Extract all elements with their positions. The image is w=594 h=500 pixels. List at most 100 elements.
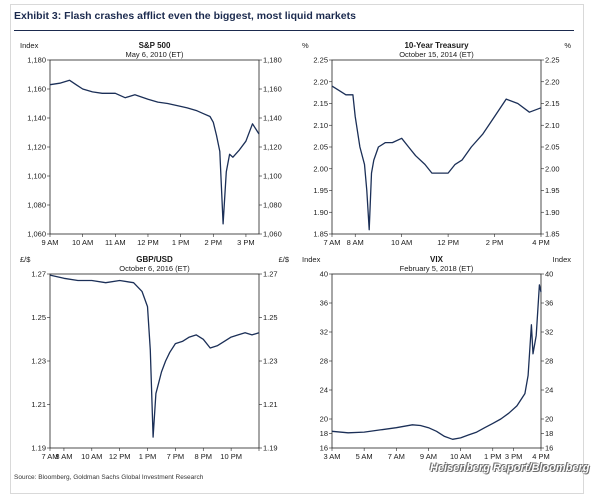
y-tick-label: 1.95	[545, 186, 560, 195]
plot-frame	[49, 59, 260, 235]
y-axis-unit-left: Index	[302, 255, 321, 264]
y-tick-label: 1,120	[263, 143, 282, 152]
x-tick-label: 7 AM	[388, 452, 405, 461]
y-tick-label: 1.23	[31, 357, 46, 366]
x-tick-label: 4 PM	[532, 238, 550, 247]
x-tick-label: 7 AM	[323, 238, 340, 247]
x-tick-label: 10 AM	[81, 452, 102, 461]
y-tick-label: 1.90	[313, 208, 328, 217]
y-tick-label: 2.15	[313, 99, 328, 108]
title-rule	[14, 30, 574, 31]
y-tick-label: 1,120	[27, 143, 46, 152]
y-tick-label: 32	[320, 328, 328, 337]
plot-frame	[331, 273, 542, 449]
y-axis-unit-left: %	[302, 41, 309, 50]
x-tick-label: 10 PM	[220, 452, 242, 461]
chart-subtitle: February 5, 2018 (ET)	[400, 264, 474, 273]
y-tick-label: 32	[545, 328, 553, 337]
y-tick-label: 28	[545, 357, 553, 366]
x-tick-label: 8 PM	[195, 452, 213, 461]
y-tick-label: 16	[545, 444, 553, 453]
x-tick-label: 7 PM	[167, 452, 185, 461]
y-tick-label: 1,060	[263, 230, 282, 239]
chart-title: GBP/USD	[136, 255, 173, 264]
x-tick-label: 12 PM	[137, 238, 159, 247]
x-tick-label: 8 AM	[55, 452, 72, 461]
y-tick-label: 40	[320, 270, 328, 279]
y-tick-label: 18	[320, 429, 328, 438]
y-tick-label: 1,180	[263, 56, 282, 65]
chart-title: 10-Year Treasury	[404, 41, 469, 50]
y-tick-label: 36	[545, 299, 553, 308]
y-axis-unit-left: £/$	[20, 255, 31, 264]
y-tick-label: 1.25	[263, 313, 278, 322]
y-tick-label: 2.00	[545, 164, 560, 173]
y-tick-label: 16	[320, 444, 328, 453]
y-tick-label: 2.20	[545, 77, 560, 86]
y-tick-label: 2.25	[313, 56, 328, 65]
y-tick-label: 1.23	[263, 357, 278, 366]
y-tick-label: 1,060	[27, 230, 46, 239]
y-tick-label: 36	[320, 299, 328, 308]
y-tick-label: 1,100	[27, 172, 46, 181]
series-line	[49, 274, 260, 438]
y-tick-label: 2.20	[313, 77, 328, 86]
x-tick-label: 2 PM	[486, 238, 504, 247]
y-tick-label: 1.19	[31, 444, 46, 453]
y-tick-label: 20	[320, 415, 328, 424]
series-line	[49, 79, 260, 225]
x-tick-label: 4 PM	[532, 452, 550, 461]
chart-frame	[10, 4, 584, 494]
chart-treasury: 10-Year Treasury October 15, 2014 (ET)%% 1…	[298, 38, 575, 250]
y-tick-label: 40	[545, 270, 553, 279]
series-line	[331, 85, 542, 231]
chart-title: VIX	[430, 255, 444, 264]
y-tick-label: 1,100	[263, 172, 282, 181]
x-tick-label: 8 AM	[347, 238, 364, 247]
y-tick-label: 1.19	[263, 444, 278, 453]
x-tick-label: 3 AM	[323, 452, 340, 461]
chart-title: S&P 500	[139, 41, 171, 50]
y-tick-label: 2.10	[545, 121, 560, 130]
y-tick-label: 18	[545, 429, 553, 438]
y-tick-label: 2.10	[313, 121, 328, 130]
x-tick-label: 12 PM	[437, 238, 459, 247]
chart-subtitle: May 6, 2010 (ET)	[126, 50, 184, 59]
x-tick-label: 3 PM	[505, 452, 523, 461]
x-tick-label: 2 PM	[205, 238, 223, 247]
x-tick-label: 9 AM	[420, 452, 437, 461]
y-tick-label: 1.21	[263, 400, 278, 409]
x-tick-label: 10 AM	[450, 452, 471, 461]
y-tick-label: 24	[545, 386, 553, 395]
y-tick-label: 1,140	[27, 114, 46, 123]
x-tick-label: 1 PM	[484, 452, 502, 461]
chart-sp500: S&P 500 May 6, 2010 (ET) Index 1,060 1,060 1,…	[16, 38, 293, 250]
x-tick-label: 3 PM	[237, 238, 255, 247]
x-tick-label: 1 PM	[139, 452, 157, 461]
source-note: Source: Bloomberg, Goldman Sachs Global …	[14, 474, 204, 481]
x-tick-label: 12 PM	[109, 452, 131, 461]
y-tick-label: 2.05	[313, 143, 328, 152]
y-tick-label: 1,160	[27, 85, 46, 94]
y-tick-label: 1.90	[545, 208, 560, 217]
y-axis-unit-right: %	[564, 41, 571, 50]
y-tick-label: 1,180	[27, 56, 46, 65]
y-axis-unit-right: £/$	[279, 255, 290, 264]
y-tick-label: 1.27	[31, 270, 46, 279]
y-tick-label: 2.00	[313, 164, 328, 173]
y-tick-label: 1,140	[263, 114, 282, 123]
chart-vix: VIX February 5, 2018 (ET) Index Index 16 16 18…	[298, 252, 575, 464]
y-tick-label: 28	[320, 357, 328, 366]
y-tick-label: 1,160	[263, 85, 282, 94]
x-tick-label: 5 AM	[356, 452, 373, 461]
y-tick-label: 2.05	[545, 143, 560, 152]
y-tick-label: 24	[320, 386, 328, 395]
y-tick-label: 20	[545, 415, 553, 424]
x-tick-label: 10 AM	[391, 238, 412, 247]
chart-subtitle: October 6, 2016 (ET)	[119, 264, 190, 273]
series-line	[331, 284, 542, 440]
